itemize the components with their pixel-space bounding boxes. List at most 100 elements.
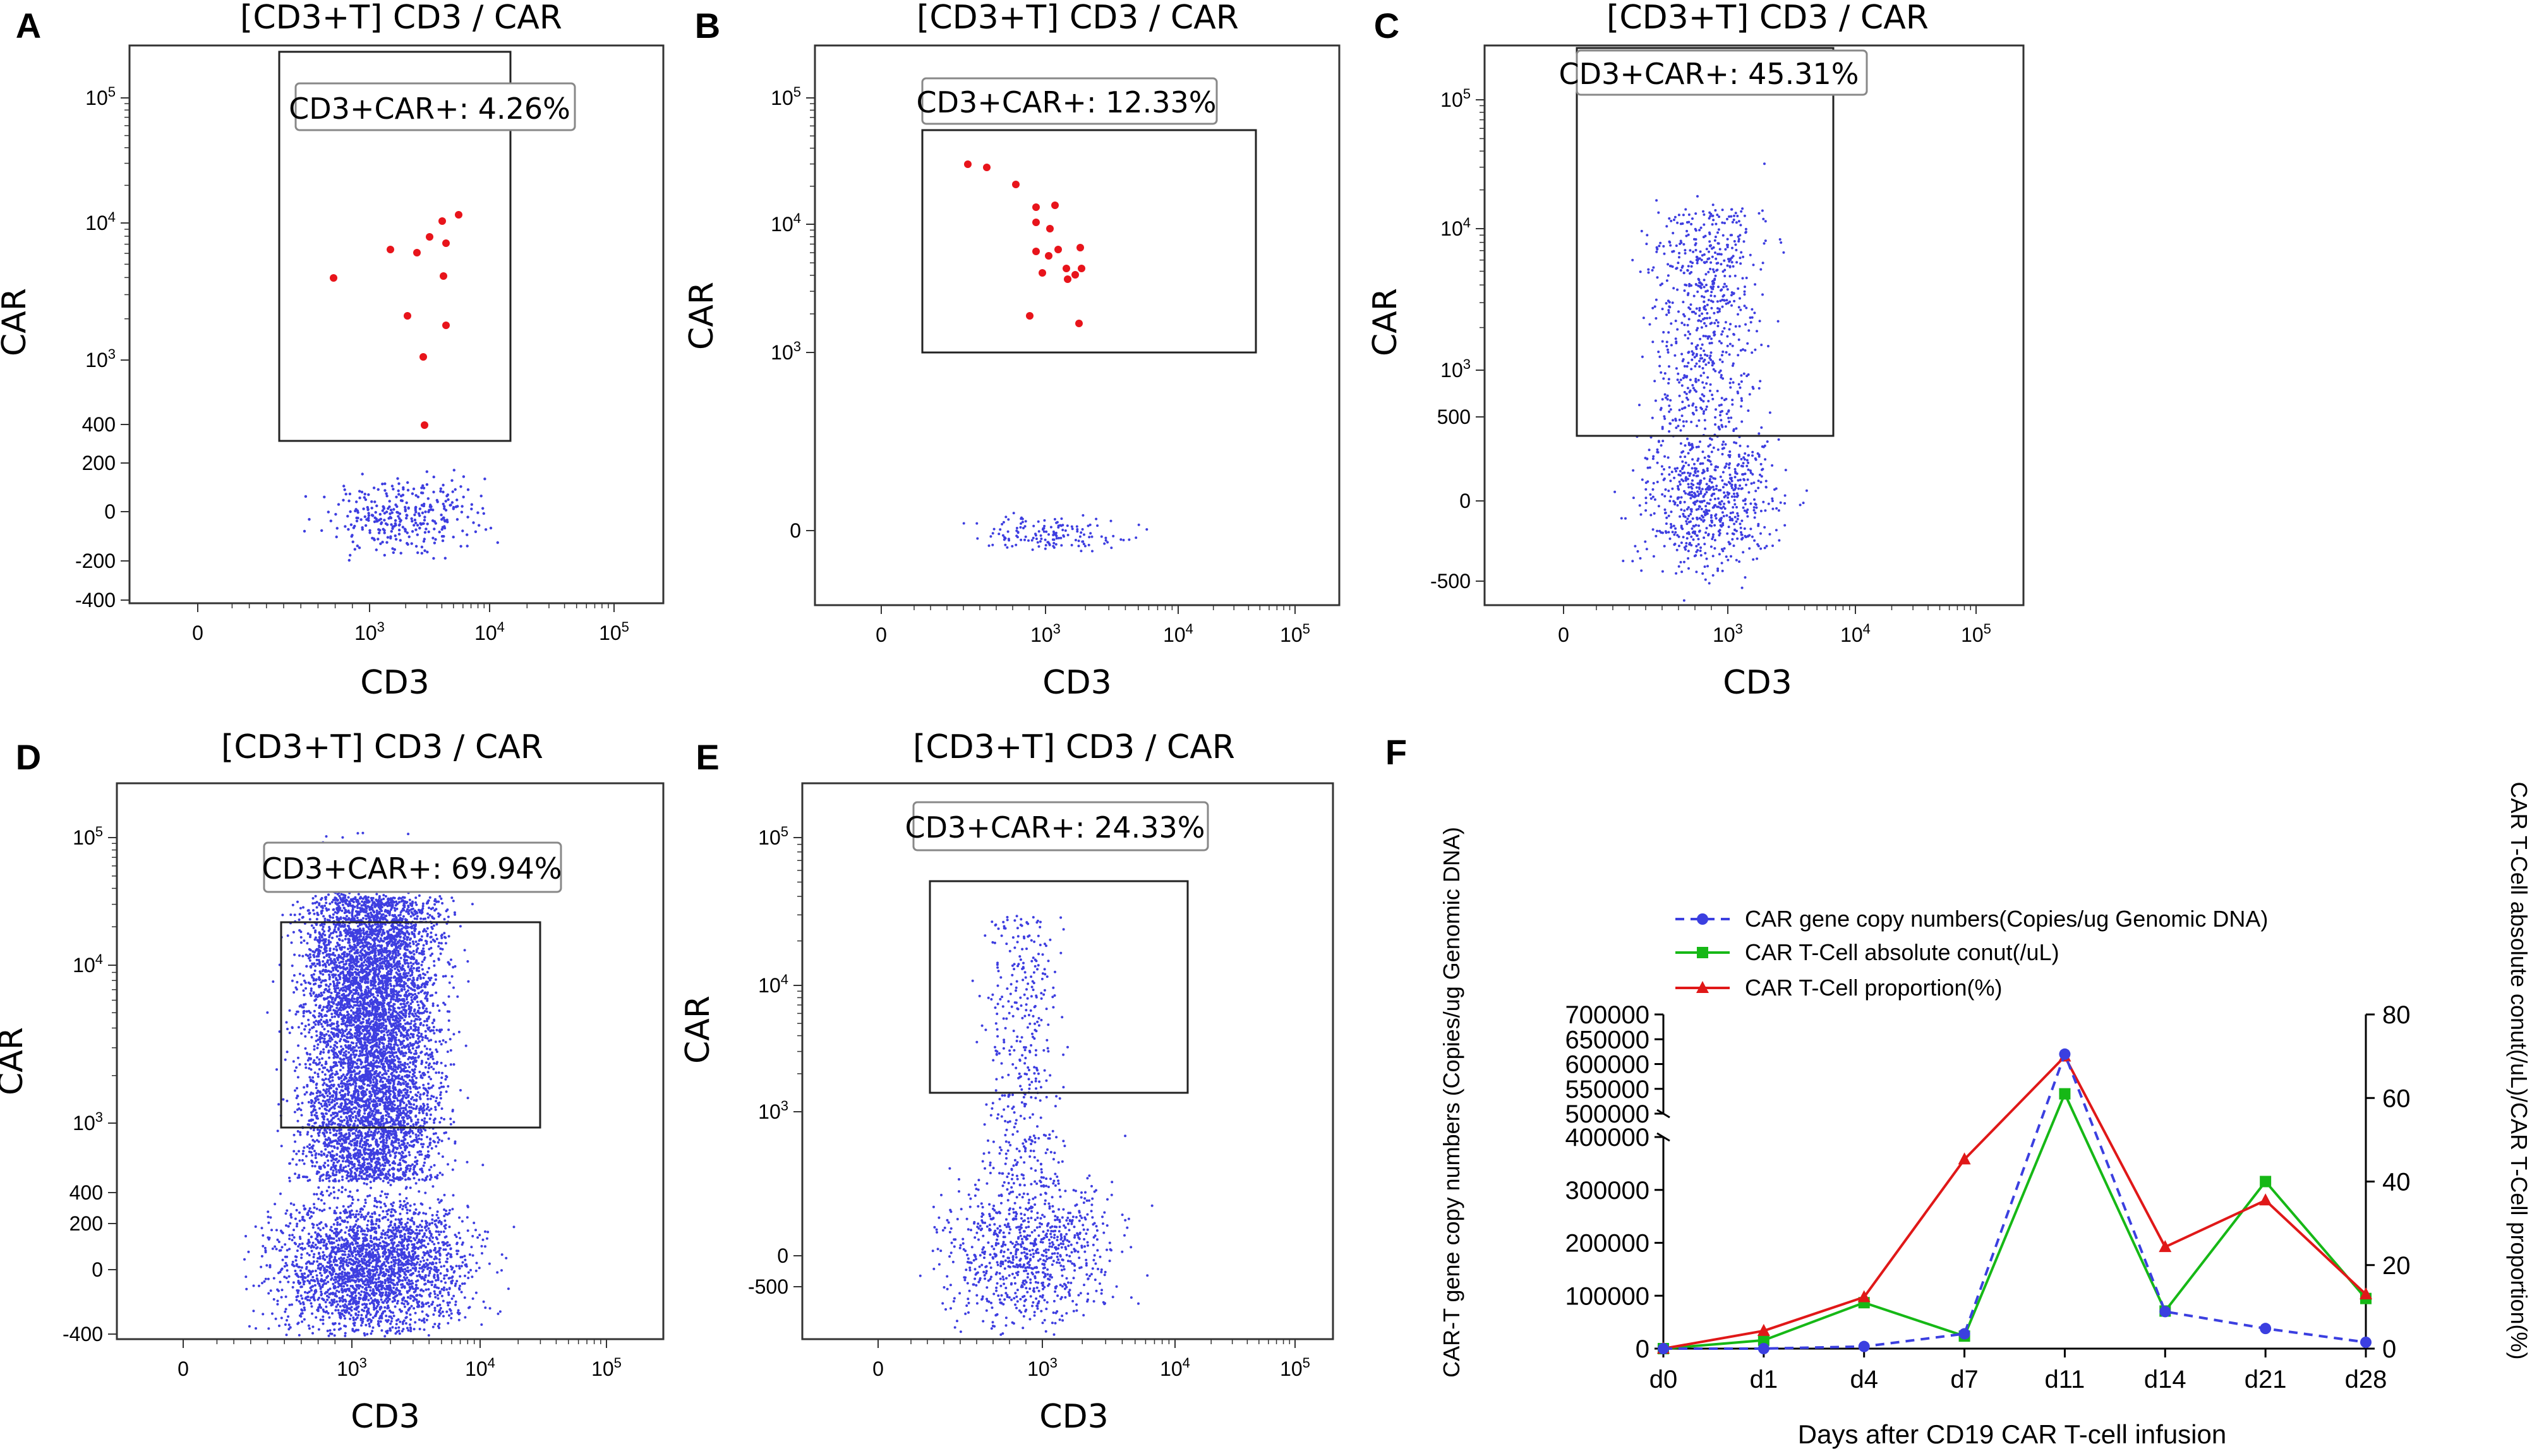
event-dot [1751, 351, 1753, 354]
event-dot [375, 548, 378, 551]
event-dot [1740, 527, 1742, 529]
event-dot [420, 491, 423, 494]
event-dot [325, 1131, 328, 1134]
event-dot [1714, 416, 1716, 419]
event-dot [385, 522, 387, 525]
event-dot [447, 1028, 450, 1031]
event-dot [383, 1033, 385, 1036]
event-dot [409, 1061, 411, 1064]
event-dot [1110, 546, 1112, 549]
event-dot [1694, 501, 1696, 503]
event-dot [1656, 276, 1659, 279]
event-dot [1668, 378, 1670, 380]
event-dot [408, 909, 411, 912]
event-dot [1740, 210, 1742, 213]
event-dot [1697, 508, 1700, 510]
event-dot [1727, 238, 1729, 241]
event-dot [1712, 574, 1715, 577]
event-dot [1720, 374, 1723, 376]
event-dot [1110, 520, 1112, 522]
event-dot [1724, 248, 1727, 251]
event-dot [365, 1136, 367, 1138]
event-dot [440, 1062, 443, 1064]
event-dot [1705, 382, 1708, 385]
event-dot [1691, 342, 1693, 345]
event-dot [1719, 517, 1721, 520]
event-dot [385, 1118, 388, 1121]
event-dot [1706, 509, 1708, 512]
event-dot [355, 1045, 358, 1047]
event-dot [1045, 531, 1047, 533]
event-dot [1749, 393, 1751, 395]
event-dot [426, 1098, 429, 1100]
event-dot [426, 522, 429, 525]
event-dot [414, 993, 416, 996]
event-dot [1670, 523, 1672, 526]
event-dot [447, 493, 449, 496]
event-dot [1063, 535, 1065, 538]
event-dot [1706, 483, 1708, 485]
event-dot [1753, 506, 1756, 508]
event-dot [429, 936, 431, 939]
event-dot [327, 510, 330, 513]
event-dot [1683, 509, 1685, 512]
event-dot [1660, 444, 1663, 447]
event-dot [424, 531, 426, 534]
event-dot [1662, 245, 1665, 248]
event-dot [1723, 503, 1725, 505]
event-dot-red [387, 246, 394, 253]
event-dot [1708, 251, 1710, 253]
event-dot [451, 501, 454, 503]
event-dot [438, 531, 441, 533]
event-dot [1020, 526, 1022, 529]
event-dot [1761, 210, 1764, 212]
event-dot [1734, 471, 1737, 473]
event-dot [1737, 287, 1739, 290]
event-dot [1763, 242, 1766, 244]
event-dot [1708, 240, 1711, 243]
event-dot [300, 984, 303, 986]
event-dot [381, 933, 383, 936]
event-dot [308, 1147, 311, 1150]
event-dot [311, 924, 313, 927]
y-tick-label: 104 [1440, 215, 1471, 240]
event-dot [379, 1080, 382, 1083]
event-dot [1718, 426, 1720, 429]
event-dot [1729, 474, 1732, 476]
event-dot [1043, 525, 1046, 527]
event-dot [342, 904, 344, 906]
event-dot-red [438, 217, 446, 225]
event-dot [346, 915, 348, 917]
event-dot [1725, 351, 1728, 354]
event-dot [1656, 481, 1659, 483]
event-dot [1052, 531, 1055, 533]
event-dot [975, 522, 978, 525]
event-dot [1703, 335, 1705, 337]
event-dot [471, 503, 473, 506]
event-dot [390, 508, 392, 511]
event-dot [1641, 230, 1643, 232]
event-dot [343, 963, 346, 966]
event-dot [472, 521, 474, 524]
y-tick-label: 105 [771, 84, 801, 109]
event-dot [1747, 373, 1750, 376]
event-dot [440, 514, 442, 516]
event-dot [409, 1167, 412, 1170]
event-dot [415, 545, 418, 548]
event-dot [1728, 328, 1731, 330]
event-dot [1038, 530, 1040, 532]
event-dot [1706, 527, 1708, 529]
event-dot [1735, 442, 1737, 444]
event-dot [341, 939, 344, 942]
event-dot [1655, 535, 1657, 538]
event-dot [429, 1011, 431, 1014]
event-dot [1706, 312, 1708, 315]
event-dot [1696, 490, 1699, 493]
event-dot [1723, 515, 1725, 517]
event-dot [438, 1009, 440, 1012]
event-dot [993, 528, 996, 531]
event-dot [448, 1020, 450, 1022]
event-dot [1691, 404, 1694, 407]
event-dot [1704, 565, 1706, 568]
event-dot [1721, 479, 1723, 482]
